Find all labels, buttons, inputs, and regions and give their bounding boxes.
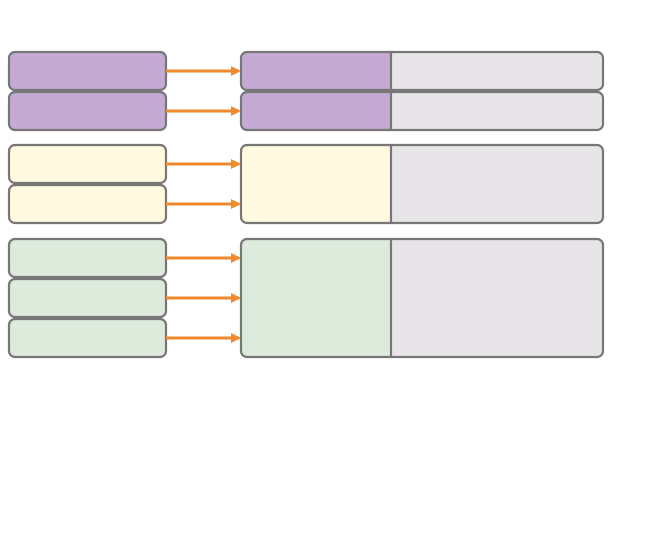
green-input-box-3	[7, 317, 168, 359]
purple-input-box-2	[7, 90, 168, 132]
purple-target-fill-1	[241, 52, 391, 90]
yellow-target-fill-1	[241, 145, 391, 223]
purple-input-box-1	[7, 50, 168, 92]
green-input-box-2	[7, 277, 168, 319]
purple-target-box-1	[239, 50, 605, 92]
green-input-box-1	[7, 237, 168, 279]
yellow-input-box-2	[7, 183, 168, 225]
green-target-box-1	[239, 237, 605, 359]
purple-target-fill-2	[241, 92, 391, 130]
purple-target-box-2	[239, 90, 605, 132]
yellow-input-box-1	[7, 143, 168, 185]
green-target-fill-1	[241, 239, 391, 357]
yellow-target-box-1	[239, 143, 605, 225]
